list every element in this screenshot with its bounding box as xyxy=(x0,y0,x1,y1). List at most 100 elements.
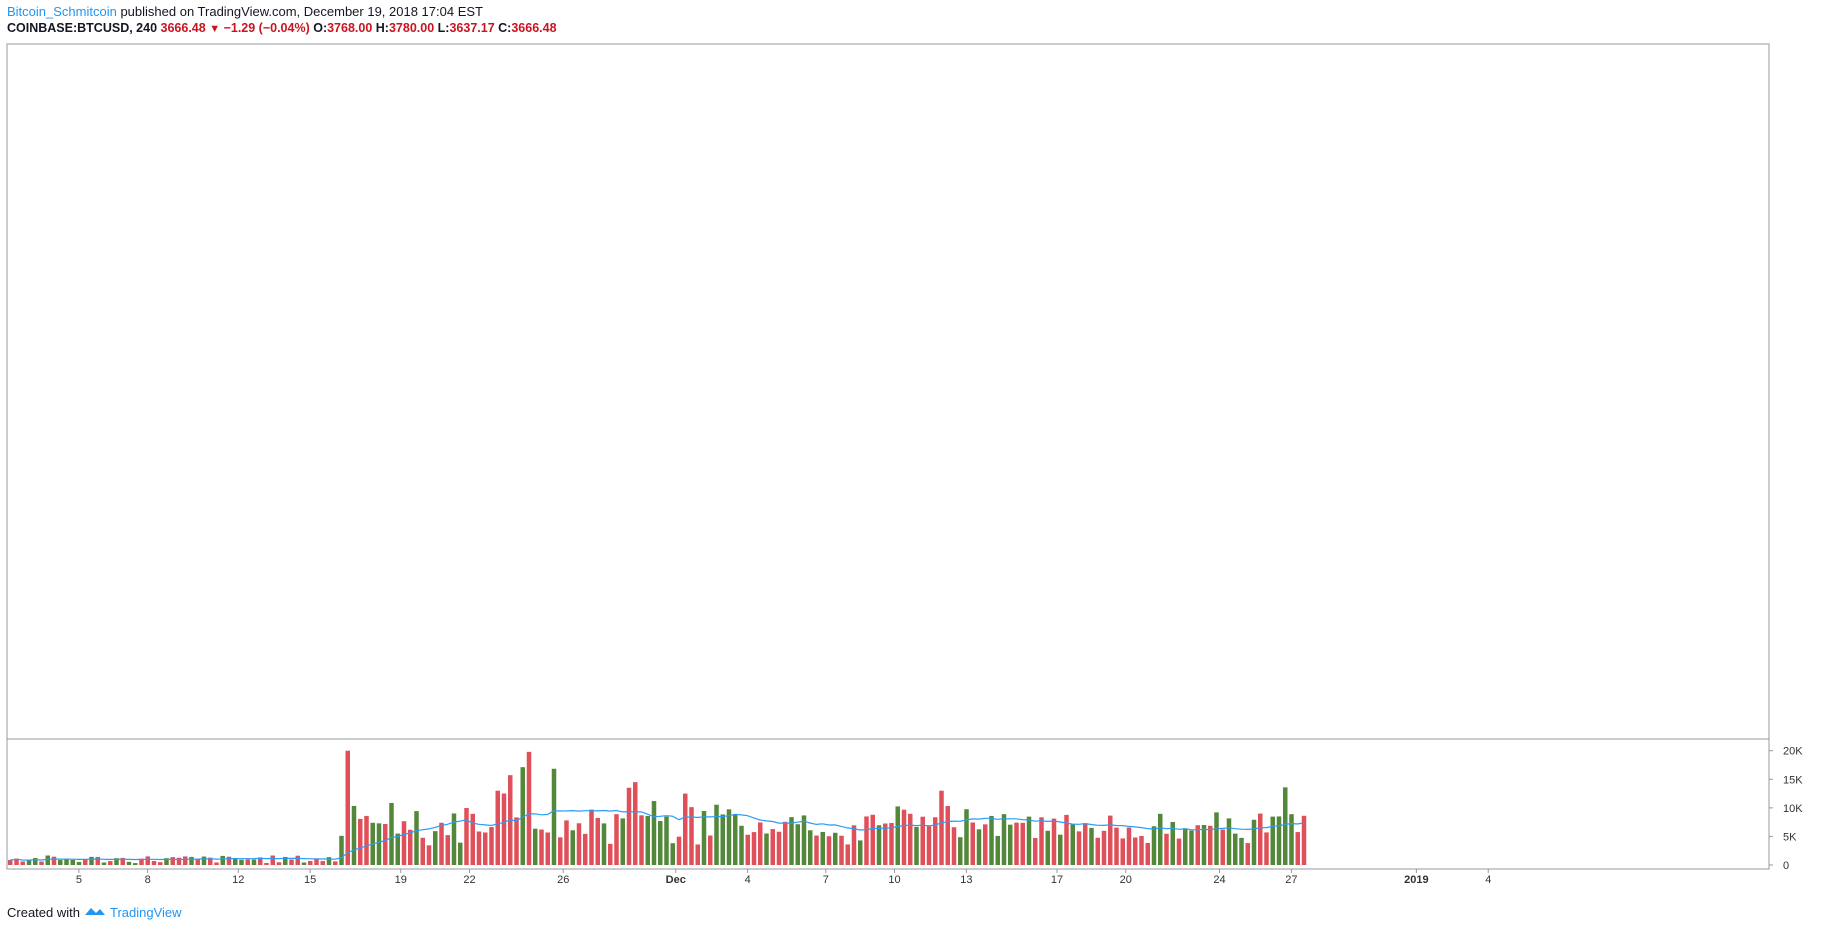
chart-frame xyxy=(6,43,1770,870)
volume-bar xyxy=(926,826,932,865)
volume-bar xyxy=(739,825,744,865)
tradingview-link[interactable]: TradingView xyxy=(109,905,182,920)
change-value: −1.29 (−0.04%) xyxy=(223,21,310,35)
volume-bar xyxy=(895,806,900,865)
published-text: published on TradingView.com, December 1… xyxy=(116,4,483,19)
volume-bar xyxy=(1120,838,1125,865)
volume-bar xyxy=(851,825,857,865)
volume-bar xyxy=(601,823,607,865)
volume-bar xyxy=(433,831,438,865)
volume-bar xyxy=(1226,818,1232,865)
volume-bar xyxy=(45,855,50,865)
volume-bar xyxy=(914,826,919,865)
volume-bar xyxy=(1108,815,1113,865)
volume-bar xyxy=(1051,818,1057,865)
volume-bar xyxy=(939,790,944,865)
volume-bar xyxy=(95,856,100,865)
volume-bar xyxy=(1283,787,1288,865)
time-tick-label: 13 xyxy=(960,874,972,886)
volume-bar xyxy=(651,801,657,865)
volume-bar xyxy=(639,815,644,865)
volume-bar xyxy=(1095,837,1100,865)
volume-bar xyxy=(576,823,582,865)
volume-bar xyxy=(664,816,669,865)
volume-bar xyxy=(220,855,225,865)
volume-bar xyxy=(795,824,800,865)
volume-bar xyxy=(689,807,694,865)
volume-bar xyxy=(158,862,163,865)
volume-bar xyxy=(33,858,38,865)
time-tick-label: 12 xyxy=(232,874,244,886)
volume-bar xyxy=(195,858,200,865)
author-link[interactable]: Bitcoin_Schmitcoin xyxy=(7,4,117,19)
volume-bar xyxy=(620,818,625,865)
volume-bar xyxy=(308,860,313,865)
volume-bar xyxy=(1214,812,1219,865)
volume-bar xyxy=(539,829,544,865)
volume-bar xyxy=(226,856,232,865)
volume-bar xyxy=(1289,814,1294,865)
volume-bar xyxy=(901,809,907,865)
volume-bar xyxy=(733,814,738,865)
volume-bar xyxy=(101,862,107,865)
low-label: L: xyxy=(437,21,450,35)
volume-bar xyxy=(464,808,469,865)
volume-bar xyxy=(870,814,875,865)
volume-bar xyxy=(1245,843,1250,865)
volume-bar xyxy=(1026,816,1032,865)
volume-bar xyxy=(51,856,57,865)
volume-bar xyxy=(814,835,819,865)
volume-bar xyxy=(1201,825,1207,865)
volume-bar xyxy=(276,862,282,865)
volume-bar xyxy=(933,817,938,865)
volume-bar xyxy=(1076,831,1082,865)
volume-bar xyxy=(1301,815,1307,865)
volume-bar xyxy=(320,861,325,865)
volume-bar xyxy=(183,856,188,865)
volume-bar xyxy=(864,816,869,865)
volume-bar xyxy=(1014,822,1019,865)
volume-bar xyxy=(39,861,44,865)
time-tick-label: 4 xyxy=(745,874,751,886)
volume-bar xyxy=(58,859,63,865)
volume-bar xyxy=(64,858,69,865)
volume-bar xyxy=(1020,822,1025,865)
volume-bar xyxy=(301,862,307,865)
volume-bar xyxy=(776,831,782,865)
volume-bar xyxy=(958,837,963,865)
volume-bar xyxy=(751,832,757,865)
time-tick-label: 8 xyxy=(145,874,151,886)
volume-bar xyxy=(976,829,982,865)
volume-bar xyxy=(670,843,675,865)
volume-bar xyxy=(245,859,250,865)
time-tick-label: 2019 xyxy=(1404,874,1428,886)
volume-bar xyxy=(564,820,569,865)
volume-bar xyxy=(289,859,294,865)
volume-bar xyxy=(1195,825,1200,865)
volume-bar xyxy=(1189,830,1194,865)
volume-bar xyxy=(70,859,75,865)
volume-bar xyxy=(1039,817,1044,865)
volume-tick-label: 20K xyxy=(1783,746,1803,758)
volume-ma-line xyxy=(9,809,1304,861)
volume-bar xyxy=(801,815,807,865)
volume-bar xyxy=(658,821,663,865)
volume-bar xyxy=(1114,827,1119,865)
volume-bar xyxy=(264,863,269,865)
volume-bar xyxy=(1126,827,1132,865)
tradingview-logo-icon xyxy=(84,905,106,920)
volume-bar xyxy=(133,863,138,865)
volume-bar xyxy=(451,813,457,865)
volume-bar xyxy=(945,806,950,865)
volume-bar xyxy=(483,832,488,865)
last-price: 3666.48 xyxy=(160,21,206,35)
volume-bar xyxy=(364,815,369,865)
time-tick-label: 15 xyxy=(304,874,316,886)
volume-bar xyxy=(1295,832,1300,865)
volume-bar xyxy=(526,751,532,865)
volume-bar xyxy=(708,835,713,865)
volume-bar xyxy=(1176,838,1182,865)
volume-bar xyxy=(1070,824,1075,865)
volume-tick-label: 5K xyxy=(1783,831,1797,843)
